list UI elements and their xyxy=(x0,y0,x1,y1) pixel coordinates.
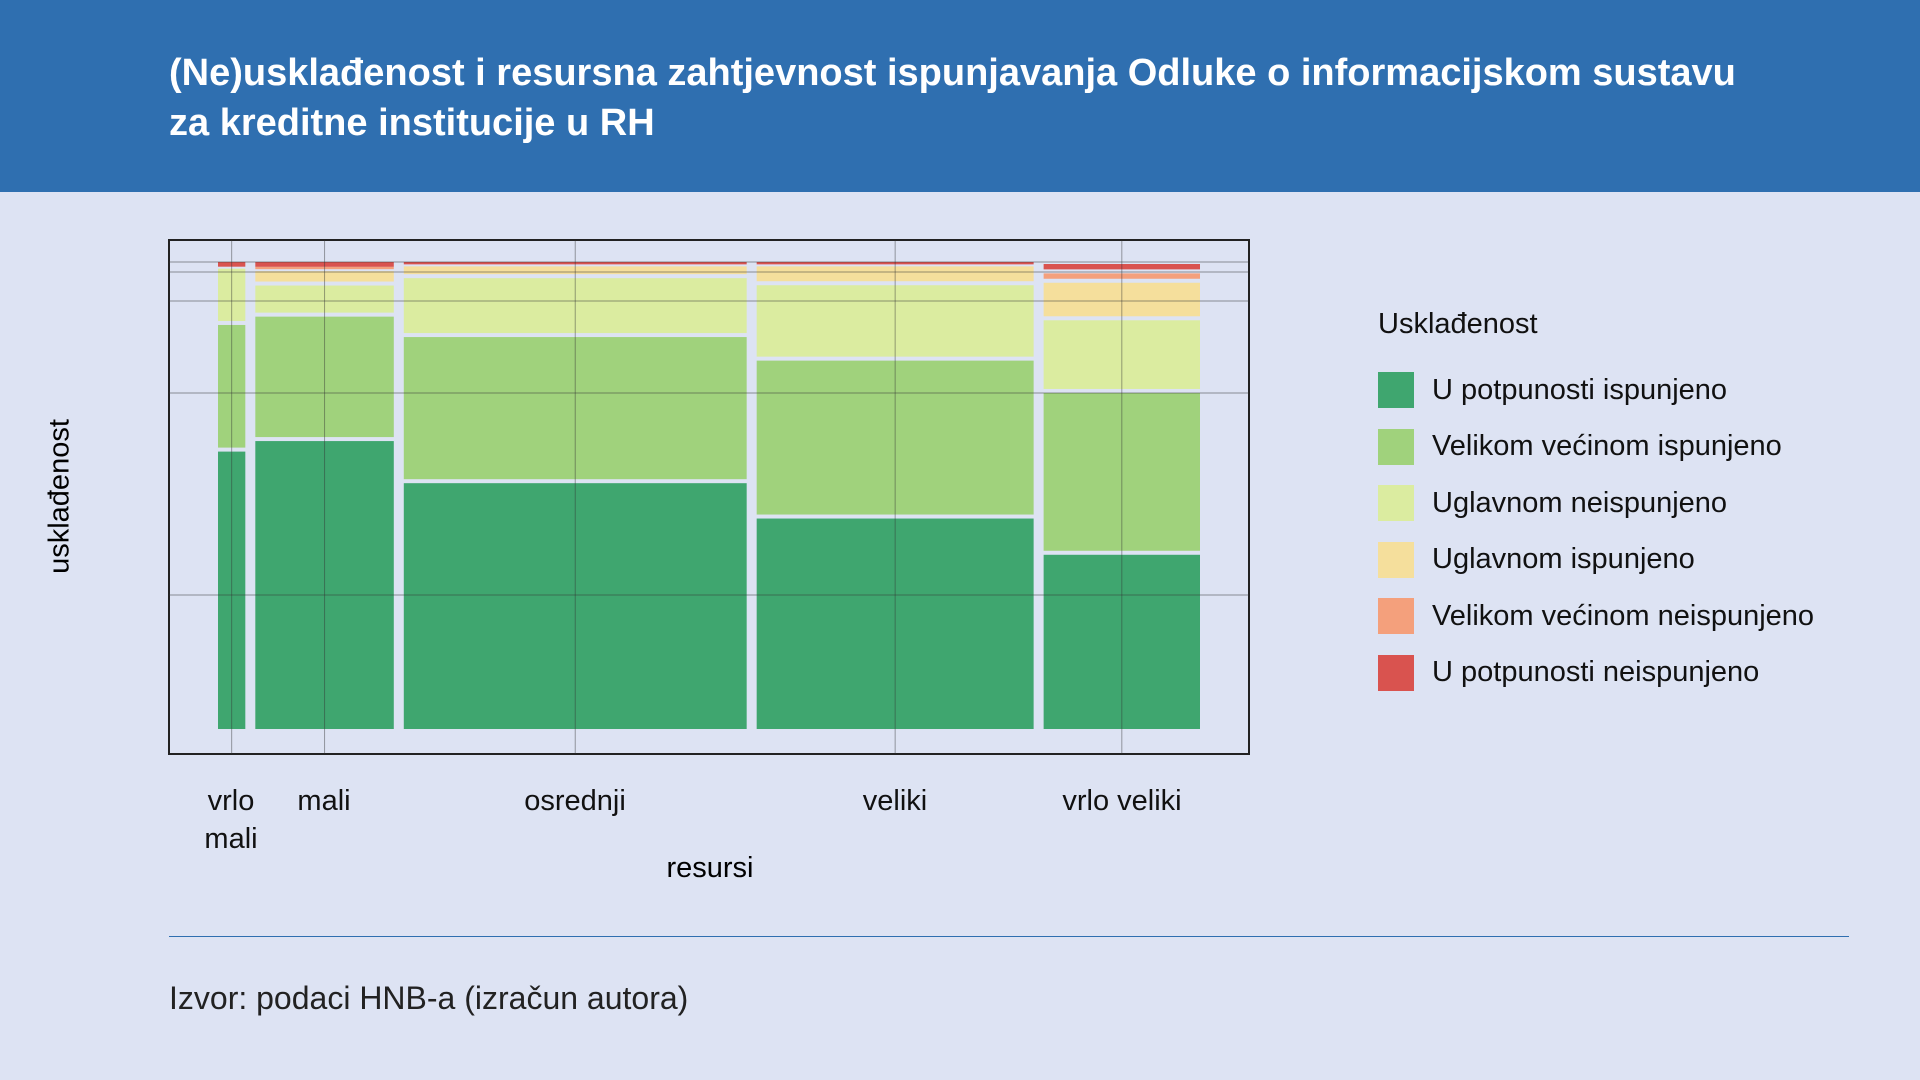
mosaic-cell xyxy=(218,262,246,267)
mosaic-cell xyxy=(1043,264,1200,270)
legend-swatch xyxy=(1378,541,1414,578)
mosaic-cell xyxy=(218,451,246,729)
legend-item: U potpunosti neispunjeno xyxy=(1378,654,1760,691)
legend-label: U potpunosti neispunjeno xyxy=(1432,656,1760,688)
mosaic-cell xyxy=(403,483,747,729)
mosaic-cell xyxy=(255,441,394,729)
legend-item: Velikom većinom neispunjeno xyxy=(1378,598,1814,634)
mosaic-cell xyxy=(756,285,1034,357)
mosaic-plot xyxy=(168,239,1250,755)
legend-item: Velikom većinom ispunjeno xyxy=(1378,428,1782,465)
legend-item: Uglavnom ispunjeno xyxy=(1378,541,1695,578)
mosaic-cell xyxy=(403,278,747,334)
mosaic-cell xyxy=(1043,282,1200,317)
mosaic-cell xyxy=(1043,554,1200,729)
divider xyxy=(169,936,1849,937)
legend-label: Uglavnom neispunjeno xyxy=(1432,486,1728,519)
legend-item: Uglavnom neispunjeno xyxy=(1378,485,1727,521)
plot-frame xyxy=(168,239,1250,755)
chart-title: (Ne)usklađenost i resursna zahtjevnost i… xyxy=(169,52,1736,144)
x-axis-label: resursi xyxy=(666,852,754,884)
mosaic-cell xyxy=(255,316,394,438)
mosaic-cell xyxy=(756,262,1034,265)
legend-swatch xyxy=(1378,598,1414,634)
category-label: vrlo mali xyxy=(204,785,258,855)
mosaic-cell xyxy=(756,518,1034,729)
mosaic-cell xyxy=(1043,392,1200,551)
legend-title: Usklađenost xyxy=(1378,308,1538,340)
legend-item: U potpunosti ispunjeno xyxy=(1378,372,1727,408)
legend-label: Velikom većinom neispunjeno xyxy=(1432,599,1815,632)
mosaic-cell xyxy=(403,262,747,265)
source-note: Izvor: podaci HNB-a (izračun autora) xyxy=(169,980,689,1016)
legend-swatch xyxy=(1378,485,1414,521)
mosaic-cell xyxy=(756,266,1034,282)
legend-swatch xyxy=(1378,654,1414,691)
mosaic-cell xyxy=(1043,273,1200,279)
legend-swatch xyxy=(1378,428,1414,465)
category-label: veliki xyxy=(862,785,928,817)
category-label: osrednji xyxy=(524,785,626,817)
mosaic-cell xyxy=(403,337,747,480)
legend-label: Uglavnom ispunjeno xyxy=(1432,543,1695,575)
mosaic-cell xyxy=(218,324,246,448)
mosaic-cell xyxy=(756,360,1034,515)
mosaic-cell xyxy=(403,266,747,275)
mosaic-cell xyxy=(255,262,394,267)
y-axis-label: usklađenost xyxy=(43,419,76,574)
mosaic-cell xyxy=(218,268,246,321)
legend-label: Velikom većinom ispunjeno xyxy=(1432,430,1782,462)
mosaic-cell xyxy=(255,271,394,282)
mosaic-cell xyxy=(255,285,394,313)
mosaic-cell xyxy=(255,266,394,270)
legend-swatch xyxy=(1378,372,1414,408)
category-label: mali xyxy=(297,785,351,817)
legend-label: U potpunosti ispunjeno xyxy=(1432,373,1728,406)
mosaic-cell xyxy=(1043,320,1200,389)
header-bar xyxy=(0,0,1920,192)
category-label: vrlo veliki xyxy=(1062,785,1182,817)
